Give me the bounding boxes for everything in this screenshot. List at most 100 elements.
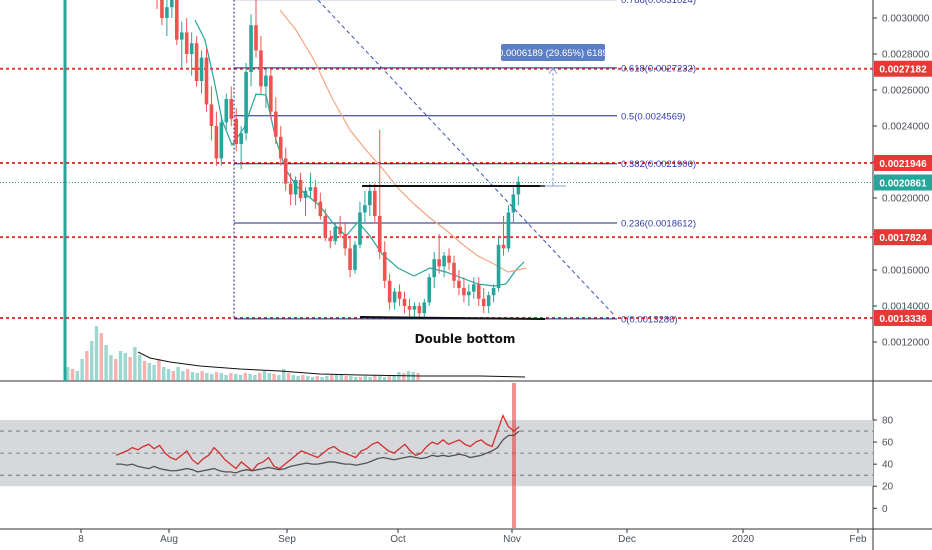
candle-body — [184, 32, 189, 54]
time-tick-label: Nov — [503, 534, 521, 545]
time-tick-label: Feb — [849, 534, 867, 545]
volume-bar — [162, 367, 166, 381]
volume-bar — [243, 373, 247, 381]
volume-bar — [330, 375, 334, 381]
volume-bar — [277, 375, 281, 381]
volume-bar — [147, 363, 151, 381]
candle-body — [358, 212, 362, 245]
candle-body — [278, 136, 283, 159]
volume-bar — [368, 377, 372, 381]
volume-bar — [171, 371, 175, 381]
measure-label: 0.0006189 (29.65%) 6189 — [498, 48, 608, 59]
candle-body — [427, 277, 432, 303]
measure-arrow-icon — [548, 66, 558, 75]
candle-body — [264, 75, 268, 87]
price-level-badge — [874, 154, 932, 171]
candle-body — [293, 180, 298, 195]
candle-body — [462, 288, 466, 296]
volume-bar — [262, 371, 267, 381]
candles — [156, 0, 521, 317]
volume-bar — [392, 375, 396, 381]
candle-body — [467, 291, 471, 296]
volume-bar — [238, 375, 243, 381]
candle-body — [170, 0, 174, 8]
candle-body — [308, 187, 313, 191]
price-level-badge-text: 0.0027182 — [879, 65, 927, 76]
candle-body — [323, 216, 328, 238]
volume-bar — [109, 355, 113, 381]
volume-bar — [176, 367, 180, 381]
volume-bar — [123, 353, 127, 381]
time-tick-label: 8 — [78, 534, 84, 545]
oscillator-tick-label: 0 — [882, 504, 888, 515]
last-price-badge-text: 0.0020861 — [879, 179, 927, 190]
candle-body — [476, 284, 481, 299]
volume-bar — [363, 376, 367, 381]
main-background — [0, 0, 873, 381]
volume-bar — [210, 374, 214, 381]
volume-bar — [315, 376, 319, 381]
candle-body — [516, 181, 521, 195]
candle-body — [189, 43, 194, 54]
candle-body — [432, 259, 436, 278]
oscillator-signal-marker — [512, 383, 516, 528]
volume-bar — [306, 376, 310, 381]
volume-bar — [282, 369, 286, 381]
measure-label-box — [501, 44, 605, 61]
candle-body — [288, 183, 293, 195]
volume-bar — [142, 361, 147, 381]
volume-bar — [200, 371, 204, 381]
time-tick-label: Oct — [390, 534, 406, 545]
volume-bar — [267, 373, 271, 381]
volume-bar — [272, 374, 276, 381]
candle-body — [343, 234, 347, 249]
candle-body — [417, 306, 422, 314]
volume-bar — [378, 376, 382, 381]
volume-bar — [325, 376, 329, 381]
horizontal-levels — [0, 67, 873, 319]
candle-body — [274, 111, 278, 137]
volume-bar — [133, 347, 137, 381]
volume-bar — [291, 375, 295, 381]
candle-body — [511, 194, 516, 213]
volume-bar — [104, 345, 108, 381]
volume-bar — [205, 373, 209, 381]
volume-bar — [195, 373, 199, 381]
candle-body — [175, 0, 179, 40]
price-tick-label: 0.0028000 — [882, 50, 930, 61]
price-level-badge-text: 0.0017824 — [879, 233, 927, 244]
volume-bar — [224, 375, 228, 381]
double-bottom-annotation: Double bottom — [415, 332, 516, 346]
volume-bar — [416, 373, 420, 381]
volume-bar — [138, 355, 142, 381]
fib-level-label: 0.786(0.0031024) — [621, 0, 696, 6]
volume-bar — [181, 371, 185, 381]
oscillator-slow-line — [116, 430, 520, 474]
candle-body — [437, 259, 441, 267]
time-tick-label: 2020 — [732, 534, 755, 545]
candle-body — [224, 99, 229, 123]
volume-bar — [349, 376, 353, 381]
oscillator-tick-label: 40 — [882, 460, 894, 471]
volume-bar — [190, 372, 195, 381]
volume-bar — [128, 357, 132, 381]
oscillator-tick-label: 80 — [882, 416, 894, 427]
candle-body — [407, 306, 412, 310]
candle-body — [486, 295, 491, 306]
candle-body — [239, 133, 243, 144]
volume-bar — [310, 377, 315, 381]
price-level-badge-text: 0.0013336 — [879, 314, 927, 325]
volume-bar — [301, 375, 305, 381]
candle-body — [422, 302, 427, 314]
candle-body — [333, 226, 337, 242]
fib-level-label: 0(0.0013286) — [621, 314, 678, 325]
volume-bar — [397, 372, 401, 381]
candle-body — [481, 298, 486, 306]
candle-body — [160, 0, 164, 19]
volume-bar — [94, 326, 99, 381]
fib-level-label: 0.618(0.0027232) — [621, 63, 696, 74]
volume-bar — [248, 374, 252, 381]
candle-body — [402, 298, 407, 306]
candle-body — [373, 190, 377, 216]
